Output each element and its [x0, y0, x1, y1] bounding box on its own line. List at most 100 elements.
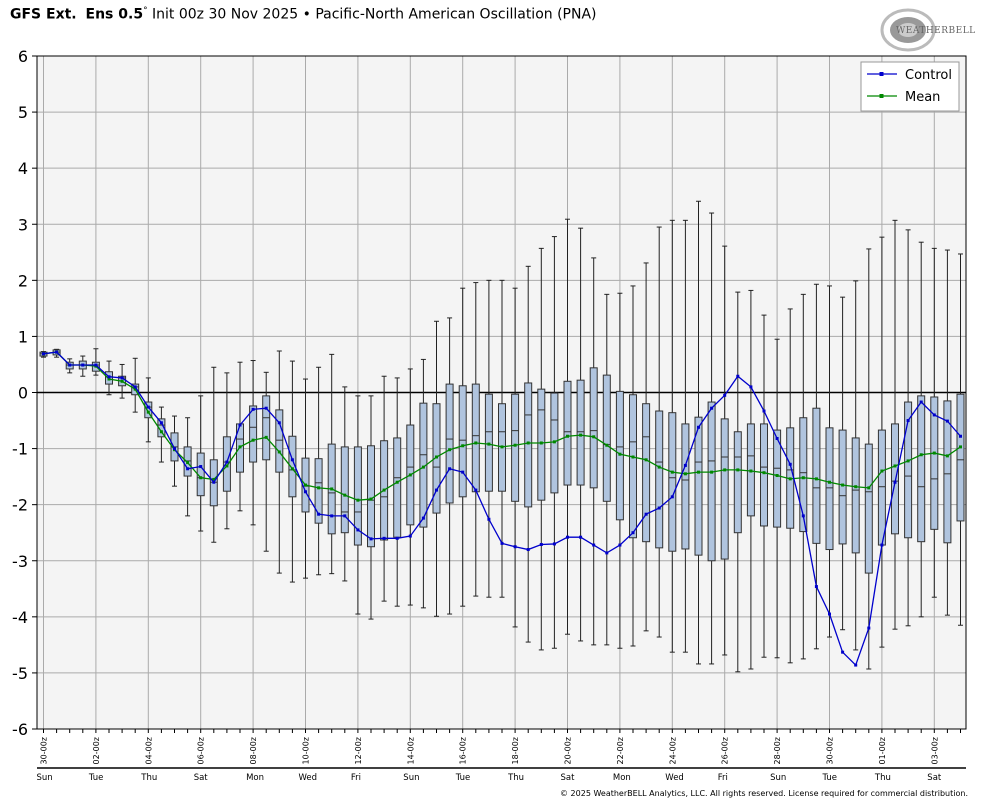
x-day-label: Sun — [37, 773, 53, 783]
box — [262, 395, 271, 461]
mean-point — [225, 464, 229, 468]
control-point — [408, 534, 412, 538]
x-day-label: Mon — [613, 773, 631, 783]
mean-point — [369, 497, 373, 501]
control-point — [343, 514, 347, 518]
box — [524, 382, 533, 508]
box-47 — [655, 226, 664, 638]
y-tick-label: -5 — [12, 664, 28, 683]
mean-point — [199, 476, 203, 480]
box — [760, 423, 768, 527]
box-31 — [445, 317, 454, 615]
control-point — [317, 512, 321, 516]
box — [707, 401, 716, 562]
control-point — [487, 517, 491, 521]
x-day-label: Tue — [88, 773, 104, 783]
box — [314, 458, 323, 524]
legend: Control Mean — [860, 61, 960, 112]
box-56 — [773, 338, 782, 659]
control-point — [592, 543, 596, 547]
box-16 — [249, 360, 258, 526]
control-point — [199, 465, 203, 469]
swirl-icon — [880, 8, 936, 52]
mean-point — [801, 476, 805, 480]
control-point — [330, 514, 334, 518]
mean-point — [631, 455, 635, 459]
control-point — [94, 363, 98, 367]
x-day-label: Sat — [927, 773, 942, 783]
y-tick-label: 4 — [18, 159, 28, 178]
y-tick-label: 6 — [18, 47, 28, 66]
box — [825, 427, 834, 551]
x-date-label: 22-00z — [616, 737, 625, 764]
mean-point — [382, 488, 386, 492]
box — [249, 405, 258, 463]
box-70 — [956, 253, 965, 626]
control-point — [657, 506, 661, 510]
box-18 — [275, 350, 284, 574]
control-point — [683, 463, 687, 467]
mean-point — [513, 443, 517, 447]
x-date-label: 04-00z — [144, 737, 153, 764]
mean-point — [500, 445, 504, 449]
box — [288, 435, 297, 498]
box — [733, 431, 742, 534]
box-66 — [904, 229, 913, 627]
x-date-label: 26-00z — [721, 737, 730, 764]
control-point — [945, 419, 949, 423]
mean-point — [330, 487, 334, 491]
control-point — [736, 374, 740, 378]
mean-point — [290, 467, 294, 471]
box — [943, 400, 952, 544]
control-point — [395, 536, 399, 540]
x-date-label: 10-00z — [302, 737, 311, 764]
box-46 — [642, 262, 651, 632]
x-day-label: Wed — [665, 773, 684, 783]
x-day-label: Thu — [874, 773, 891, 783]
box — [589, 367, 598, 489]
box-33 — [471, 282, 480, 597]
mean-point — [526, 441, 530, 445]
control-point — [186, 467, 190, 471]
control-point — [238, 423, 242, 427]
legend-mean-marker — [879, 94, 884, 98]
control-point — [120, 376, 124, 380]
y-tick-label: 2 — [18, 271, 28, 290]
box — [956, 393, 965, 522]
box — [445, 383, 454, 504]
mean-point — [186, 461, 190, 465]
title-separator: • — [302, 6, 311, 23]
ensemble-name: Ens 0.5 — [85, 6, 144, 23]
control-point — [618, 543, 622, 547]
box — [367, 445, 375, 548]
mean-point — [736, 468, 740, 472]
mean-point — [670, 470, 674, 474]
control-point — [173, 447, 176, 451]
mean-point — [841, 483, 845, 487]
box-49 — [681, 219, 690, 653]
mean-point — [212, 477, 216, 481]
control-point — [42, 352, 45, 356]
mean-point — [749, 469, 753, 473]
box-9 — [157, 406, 166, 463]
mean-point — [487, 442, 491, 446]
box — [668, 412, 677, 552]
mean-point — [421, 465, 425, 469]
box-19 — [288, 360, 297, 583]
box — [458, 385, 467, 498]
box — [891, 423, 899, 535]
control-point — [290, 458, 294, 462]
mean-point — [959, 445, 962, 449]
control-point — [697, 425, 700, 429]
control-point — [382, 536, 386, 540]
mean-point — [552, 440, 556, 444]
x-date-label: 24-00z — [668, 737, 677, 764]
box-53 — [733, 291, 742, 673]
control-point — [461, 470, 465, 474]
mean-point — [579, 433, 583, 437]
plot-frame — [36, 55, 967, 730]
box — [864, 443, 873, 574]
box — [471, 383, 480, 493]
mean-point — [945, 454, 949, 458]
box — [353, 446, 362, 546]
